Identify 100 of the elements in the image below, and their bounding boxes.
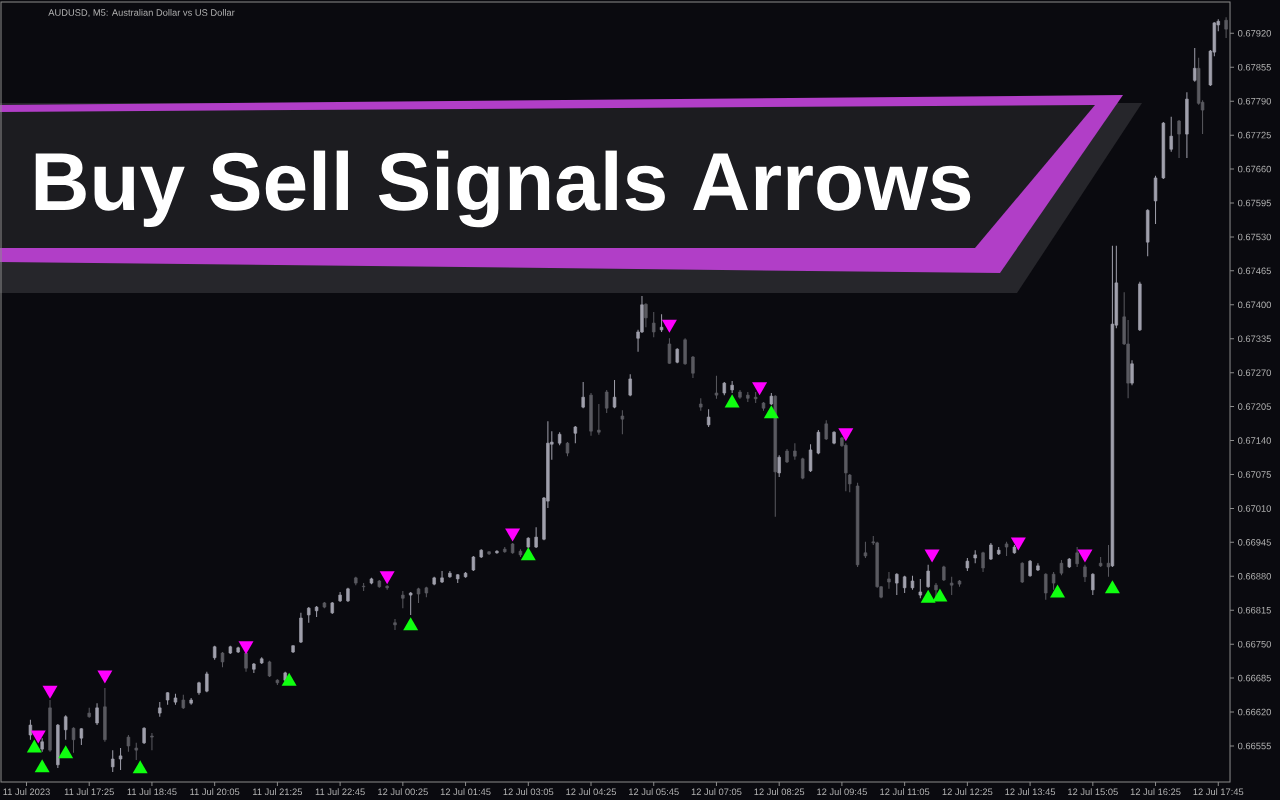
y-tick-label: 0.67920 xyxy=(1237,30,1271,37)
point xyxy=(34,759,50,773)
y-tick-label: 0.66555 xyxy=(1237,742,1271,750)
point xyxy=(505,528,521,542)
x-tick-label: 12 Jul 05:45 xyxy=(629,788,679,796)
x-tick-label: 12 Jul 00:25 xyxy=(378,788,428,796)
point xyxy=(520,547,536,561)
point xyxy=(379,571,395,585)
candlestick xyxy=(118,747,123,771)
x-tick-label: 12 Jul 17:45 xyxy=(1193,788,1244,796)
y-tick-label: 0.66750 xyxy=(1237,640,1271,648)
candlestick xyxy=(730,380,734,394)
candlestick xyxy=(495,549,499,555)
y-tick-label: 0.67855 xyxy=(1237,63,1271,71)
candlestick xyxy=(816,429,821,455)
point xyxy=(132,760,148,774)
candlestick xyxy=(612,379,617,409)
candlestick xyxy=(71,726,76,754)
y-tick-label: 0.66620 xyxy=(1237,708,1271,716)
point xyxy=(920,589,936,603)
point xyxy=(42,685,58,699)
candlestick xyxy=(895,572,899,596)
x-tick-label: 12 Jul 07:05 xyxy=(691,788,742,796)
y-tick-label: 0.67335 xyxy=(1237,335,1271,343)
point xyxy=(403,617,419,631)
x-tick-label: 11 Jul 21:25 xyxy=(253,788,303,796)
y-tick-label: 0.67270 xyxy=(1237,369,1271,376)
y-tick-label: 0.67140 xyxy=(1237,437,1271,444)
candlestick xyxy=(1044,572,1048,601)
candlestick xyxy=(1177,119,1181,159)
point xyxy=(924,549,940,563)
y-tick-label: 0.66945 xyxy=(1237,539,1271,546)
y-tick-label: 0.66685 xyxy=(1237,674,1271,682)
x-tick-label: 11 Jul 22:45 xyxy=(315,788,365,796)
x-tick-label: 12 Jul 04:25 xyxy=(566,788,617,796)
candlestick xyxy=(597,403,601,436)
y-tick-label: 0.67465 xyxy=(1237,267,1271,275)
candlestick xyxy=(667,337,672,365)
candlestick xyxy=(620,409,625,435)
x-tick-label: 12 Jul 03:05 xyxy=(503,788,554,796)
y-tick-label: 0.67790 xyxy=(1237,97,1271,105)
point xyxy=(838,428,854,442)
candlestick xyxy=(95,702,99,726)
point xyxy=(58,745,74,759)
point xyxy=(1104,580,1120,594)
candlestick xyxy=(644,302,648,328)
point xyxy=(724,394,740,408)
candlestick xyxy=(887,571,891,590)
x-tick-label: 11 Jul 17:25 xyxy=(64,788,114,796)
candlestick xyxy=(393,618,397,631)
candlestick xyxy=(949,576,954,596)
candlestick xyxy=(926,564,930,589)
x-tick-label: 12 Jul 08:25 xyxy=(754,788,805,796)
candlestick xyxy=(714,375,719,400)
x-tick-label: 12 Jul 12:25 xyxy=(942,788,993,796)
point xyxy=(763,405,779,419)
text: Buy Sell Signals Arrows xyxy=(35,150,971,228)
y-tick-label: 0.67595 xyxy=(1237,199,1271,207)
x-tick-label: 12 Jul 01:45 xyxy=(440,788,491,796)
y-tick-label: 0.67725 xyxy=(1237,131,1271,139)
y-tick-label: 0.67400 xyxy=(1237,301,1271,309)
point xyxy=(1077,549,1093,563)
point xyxy=(932,588,948,602)
candlestick xyxy=(581,381,585,409)
candlestick xyxy=(440,570,444,584)
point xyxy=(238,641,254,655)
candlestick xyxy=(808,443,813,473)
candlestick xyxy=(111,749,115,773)
point xyxy=(30,730,46,744)
y-tick-label: 0.67530 xyxy=(1237,233,1271,241)
x-tick-label: 12 Jul 09:45 xyxy=(817,788,867,796)
y-tick-label: 0.67075 xyxy=(1237,471,1271,478)
point xyxy=(752,382,768,396)
x-tick-label: 12 Jul 13:45 xyxy=(1005,788,1056,796)
point xyxy=(281,672,297,686)
candlestick xyxy=(1091,572,1095,596)
candlestick xyxy=(244,651,248,673)
y-tick-label: 0.67205 xyxy=(1237,403,1271,410)
point xyxy=(1050,584,1066,598)
candlestick xyxy=(28,719,33,741)
candlestick xyxy=(1153,175,1158,225)
point xyxy=(1010,537,1026,551)
y-tick-label: 0.67010 xyxy=(1237,505,1271,512)
candlestick xyxy=(777,454,781,478)
candlestick xyxy=(150,732,154,751)
candlestick xyxy=(63,714,68,741)
y-tick-label: 0.66880 xyxy=(1237,573,1271,580)
candlestick xyxy=(1224,16,1228,39)
text: AUDUSD, M5: Australian Dollar vs US Dollar xyxy=(48,9,235,17)
candlestick xyxy=(1193,47,1197,83)
candlestick xyxy=(652,311,656,338)
y-tick-label: 0.67660 xyxy=(1237,165,1271,173)
candlestick xyxy=(918,578,923,599)
candlestick xyxy=(604,389,609,414)
point xyxy=(661,319,677,333)
x-tick-label: 11 Jul 20:05 xyxy=(190,788,240,796)
x-tick-label: 12 Jul 15:05 xyxy=(1068,788,1118,796)
candlestick xyxy=(793,442,797,461)
x-tick-label: 11 Jul 2023 xyxy=(3,788,50,796)
y-tick-label: 0.66815 xyxy=(1237,606,1271,614)
